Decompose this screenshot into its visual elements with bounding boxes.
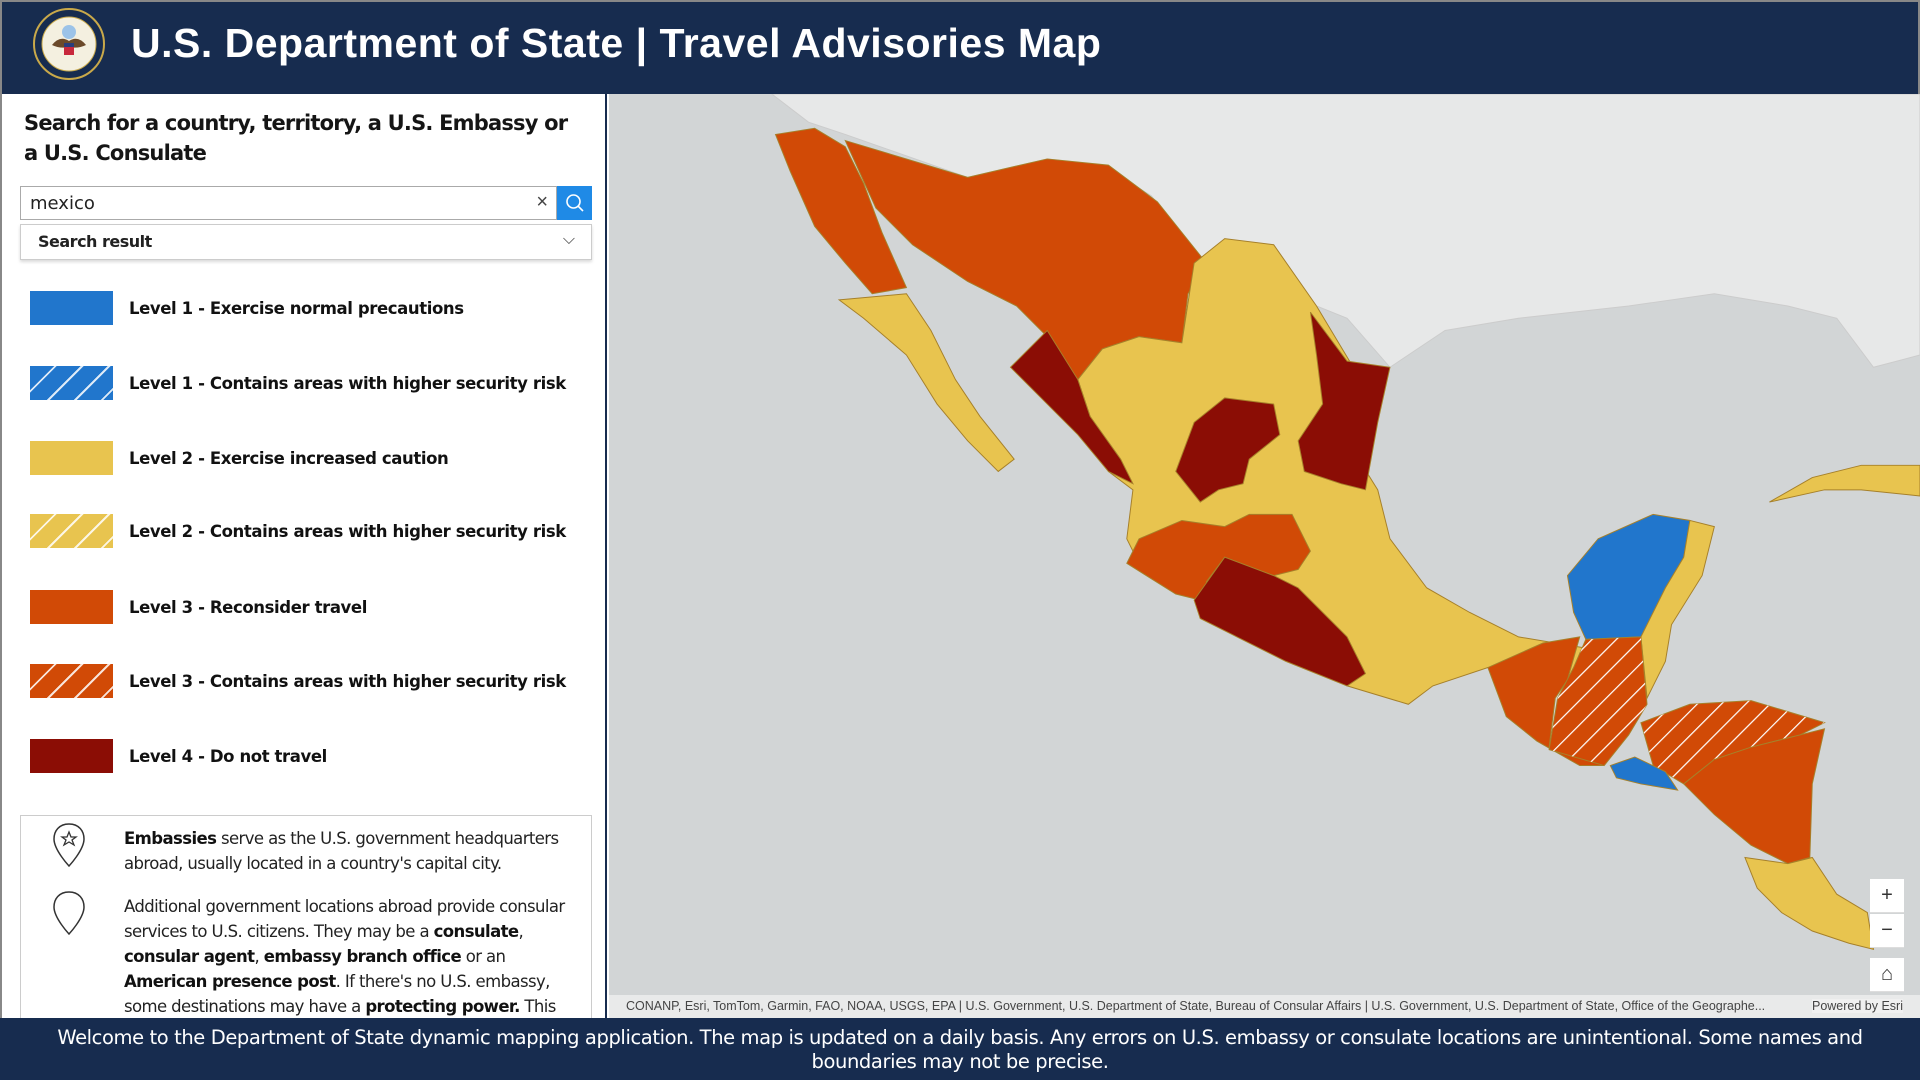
legend-item-level-3-risk: Level 3 - Contains areas with higher sec… xyxy=(30,663,566,699)
region-baja-south[interactable] xyxy=(837,293,1015,473)
region-zacatecas[interactable] xyxy=(1175,397,1281,503)
embassy-pin-icon xyxy=(53,823,85,868)
legend-swatch-hatched xyxy=(30,514,113,548)
app-header: U.S. Department of State | Travel Adviso… xyxy=(0,0,1920,94)
zoom-in-button[interactable]: + xyxy=(1870,879,1904,913)
zoom-out-button[interactable]: − xyxy=(1870,914,1904,948)
legend-label: Level 1 - Contains areas with higher sec… xyxy=(129,373,566,393)
country-el-salvador[interactable] xyxy=(1609,756,1679,791)
country-nicaragua[interactable] xyxy=(1683,728,1826,865)
map-canvas[interactable] xyxy=(609,94,1920,1018)
legend-label: Level 1 - Exercise normal precautions xyxy=(129,298,464,318)
legend-item-level-2-risk: Level 2 - Contains areas with higher sec… xyxy=(30,513,566,549)
legend-swatch-hatched xyxy=(30,366,113,400)
legend-swatch xyxy=(30,739,113,773)
legend-item-level-1: Level 1 - Exercise normal precautions xyxy=(30,290,464,326)
region-tamaulipas[interactable] xyxy=(1297,311,1391,491)
legend-item-level-1-risk: Level 1 - Contains areas with higher sec… xyxy=(30,365,566,401)
legend-label: Level 2 - Contains areas with higher sec… xyxy=(129,521,566,541)
region-sinaloa[interactable] xyxy=(1009,329,1135,485)
search-input[interactable] xyxy=(21,187,501,219)
location-types-info: Embassies serve as the U.S. government h… xyxy=(20,815,592,1018)
page-title: U.S. Department of State | Travel Adviso… xyxy=(131,20,1102,66)
other-locations-description: Additional government locations abroad p… xyxy=(124,897,565,1016)
country-costa-rica[interactable] xyxy=(1744,856,1875,951)
embassies-description: Embassies serve as the U.S. government h… xyxy=(124,829,559,873)
map-attribution: CONANP, Esri, TomTom, Garmin, FAO, NOAA,… xyxy=(609,995,1920,1018)
legend-label: Level 2 - Exercise increased caution xyxy=(129,448,449,468)
region-quintana-roo[interactable] xyxy=(1640,519,1715,700)
legend-swatch xyxy=(30,590,113,624)
footer-banner: Welcome to the Department of State dynam… xyxy=(0,1018,1920,1080)
search-result-dropdown[interactable]: Search result ⌵ xyxy=(20,224,592,260)
home-button[interactable]: ⌂ xyxy=(1870,958,1904,992)
legend-label: Level 4 - Do not travel xyxy=(129,746,327,766)
search-result-label: Search result xyxy=(38,232,152,251)
travel-advisory-map[interactable] xyxy=(609,94,1920,1018)
legend-item-level-2: Level 2 - Exercise increased caution xyxy=(30,440,449,476)
state-department-seal-logo xyxy=(33,8,105,80)
region-baja-north[interactable] xyxy=(774,127,908,295)
legend-label: Level 3 - Contains areas with higher sec… xyxy=(129,671,566,691)
chevron-down-icon: ⌵ xyxy=(562,231,575,248)
country-cuba[interactable] xyxy=(1769,464,1920,503)
search-icon xyxy=(565,194,584,212)
legend-swatch xyxy=(30,441,113,475)
region-michoacan-guerrero[interactable] xyxy=(1193,556,1367,687)
sidebar-panel: Search for a country, territory, a U.S. … xyxy=(0,94,607,1018)
legend-item-level-3: Level 3 - Reconsider travel xyxy=(30,589,367,625)
search-field: × xyxy=(20,186,557,220)
search-heading: Search for a country, territory, a U.S. … xyxy=(24,111,568,165)
clear-search-button[interactable]: × xyxy=(536,191,548,213)
legend-swatch-hatched xyxy=(30,664,113,698)
legend-label: Level 3 - Reconsider travel xyxy=(129,597,367,617)
location-pin-icon xyxy=(53,891,85,936)
powered-by-esri-link[interactable]: Powered by Esri xyxy=(1811,999,1903,1013)
legend-item-level-4: Level 4 - Do not travel xyxy=(30,738,327,774)
search-button[interactable] xyxy=(557,186,592,220)
legend-swatch xyxy=(30,291,113,325)
